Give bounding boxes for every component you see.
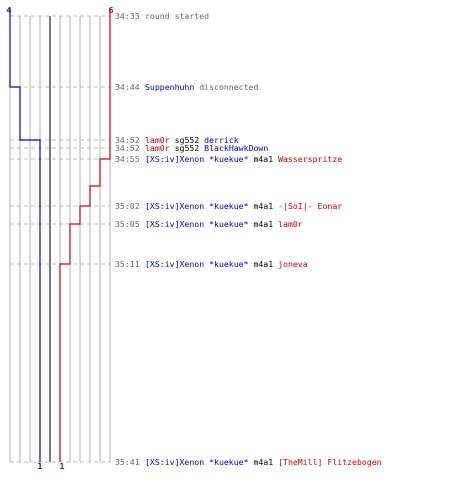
event-message-part: m4a1 xyxy=(249,259,279,269)
event-message-part: [TheMill] Flitzebogen xyxy=(278,457,382,467)
event-message-part: disconnected xyxy=(194,82,258,92)
blue-end-count: 1 xyxy=(38,461,43,471)
red-team-step-line xyxy=(59,8,111,462)
event-message-part: [XS:iv]Xenon *kuekue* xyxy=(145,259,249,269)
event-message: [XS:iv]Xenon *kuekue* m4a1 -|SoI|- Eonar xyxy=(145,201,342,211)
event-message-part: Suppenhuhn xyxy=(145,82,194,92)
event-message-part: m4a1 xyxy=(249,219,279,229)
team-count-labels: 4 6 1 1 xyxy=(7,5,114,471)
event-message-part: [XS:iv]Xenon *kuekue* xyxy=(145,219,249,229)
event-time: 34:52 xyxy=(115,143,140,153)
red-end-count: 1 xyxy=(60,461,65,471)
event-message: [XS:iv]Xenon *kuekue* m4a1 Wasserspritze xyxy=(145,154,342,164)
event-message-part: [XS:iv]Xenon *kuekue* xyxy=(145,154,249,164)
event-time: 34:52 xyxy=(115,135,140,145)
event-message-part: lam0r xyxy=(145,143,170,153)
event-time: 34:55 xyxy=(115,154,140,164)
event-message: lam0r sg552 derrick xyxy=(145,135,239,145)
event-message-part: lam0r xyxy=(145,135,170,145)
event-message-part: -|SoI|- Eonar xyxy=(278,201,342,211)
red-start-count: 6 xyxy=(109,5,114,15)
event-time: 34:44 xyxy=(115,82,140,92)
event-message-part: m4a1 xyxy=(249,201,279,211)
event-message-part: lam0r xyxy=(278,219,303,229)
event-message: round started xyxy=(145,11,209,21)
event-message-part: round started xyxy=(145,11,209,21)
event-message-part: m4a1 xyxy=(249,154,279,164)
event-message-part: sg552 xyxy=(170,143,205,153)
event-message-part: derrick xyxy=(204,135,239,145)
event-message: Suppenhuhn disconnected xyxy=(145,82,258,92)
blue-start-count: 4 xyxy=(7,5,12,15)
event-log: 34:33 round started 34:44 Suppenhuhn discon… xyxy=(115,11,382,467)
event-message: lam0r sg552 BlackHawkDown xyxy=(145,143,268,153)
event-time: 35:02 xyxy=(115,201,140,211)
event-message: [XS:iv]Xenon *kuekue* m4a1 lam0r xyxy=(145,219,303,229)
event-message-part: m4a1 xyxy=(249,457,279,467)
team-count-steps xyxy=(9,8,111,462)
event-time: 35:05 xyxy=(115,219,140,229)
event-message: [XS:iv]Xenon *kuekue* m4a1 joneva xyxy=(145,259,308,269)
event-message-part: sg552 xyxy=(170,135,205,145)
event-message-part: [XS:iv]Xenon *kuekue* xyxy=(145,457,249,467)
event-message: [XS:iv]Xenon *kuekue* m4a1 [TheMill] Fli… xyxy=(145,457,382,467)
event-time: 35:41 xyxy=(115,457,140,467)
event-time: 35:11 xyxy=(115,259,140,269)
event-message-part: joneva xyxy=(278,259,308,269)
event-message-part: BlackHawkDown xyxy=(204,143,268,153)
blue-team-step-line xyxy=(9,8,41,462)
event-message-part: [XS:iv]Xenon *kuekue* xyxy=(145,201,249,211)
event-time: 34:33 xyxy=(115,11,140,21)
event-message-part: Wasserspritze xyxy=(278,154,342,164)
